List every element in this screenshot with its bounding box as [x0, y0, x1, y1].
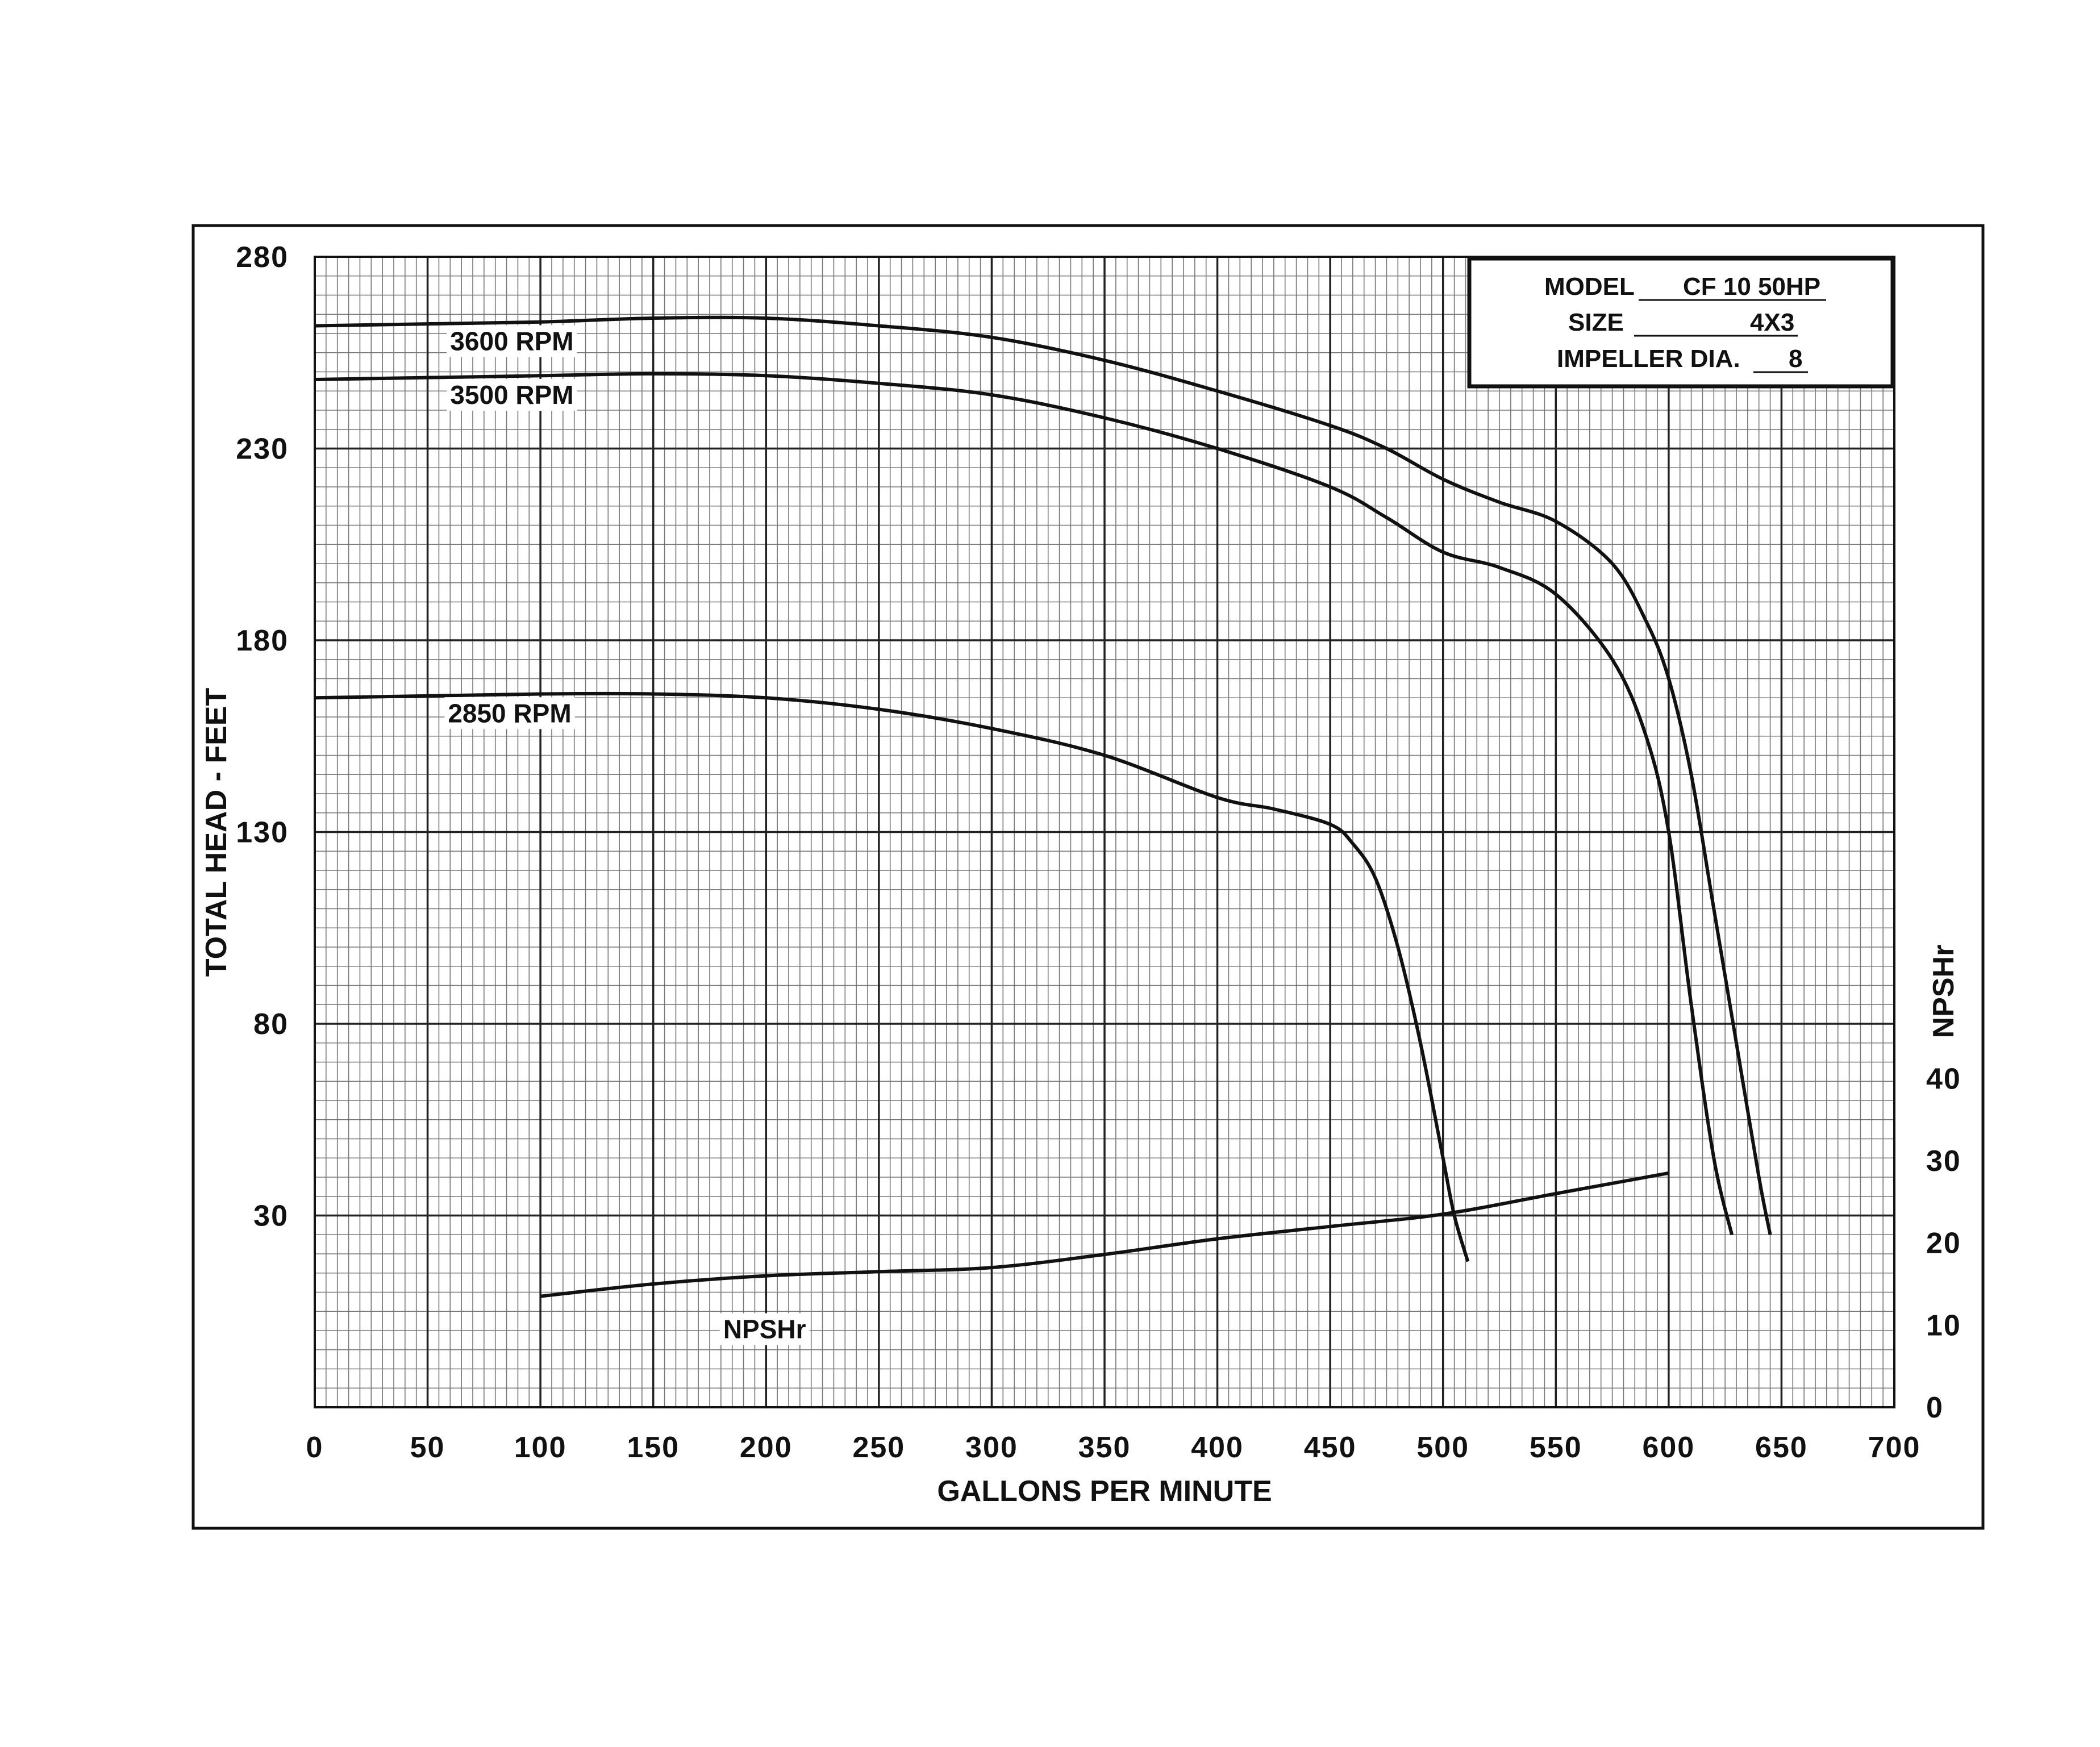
x-tick-label: 50	[410, 1431, 445, 1464]
x-tick-label: 300	[965, 1431, 1018, 1464]
y2-tick-label: 10	[1926, 1309, 1961, 1342]
y2-tick-label: 0	[1926, 1391, 1944, 1424]
y-axis-label: TOTAL HEAD - FEET	[200, 688, 233, 977]
y2-tick-label: 40	[1926, 1062, 1961, 1095]
series-label: 2850 RPM	[448, 698, 571, 728]
plot-border	[314, 256, 1895, 1408]
x-tick-label: 350	[1078, 1431, 1131, 1464]
x-tick-label: 650	[1755, 1431, 1808, 1464]
x-tick-label: 150	[627, 1431, 680, 1464]
series-label: 3500 RPM	[450, 380, 573, 410]
x-tick-label: 450	[1304, 1431, 1357, 1464]
x-tick-labels: 0 50 100 150 200 250 300 350 400 450 500 550 600 650 7…	[306, 1431, 1921, 1464]
y2-tick-label: 30	[1926, 1145, 1961, 1178]
y-tick-label: 130	[236, 816, 289, 849]
series-label: 3600 RPM	[450, 327, 573, 356]
outer-frame	[191, 224, 1985, 1530]
y-tick-label: 80	[253, 1008, 289, 1041]
x-tick-label: 100	[514, 1431, 567, 1464]
series-label-bg	[444, 697, 575, 729]
x-tick-label: 400	[1191, 1431, 1244, 1464]
x-tick-label: 250	[852, 1431, 905, 1464]
series-lines	[314, 315, 1772, 1298]
y2-tick-labels: 40 30 20 10 0	[1926, 1062, 1961, 1424]
x-tick-label: 600	[1642, 1431, 1695, 1464]
y-tick-label: 30	[253, 1200, 289, 1233]
series-line-3600-rpm	[314, 315, 1772, 1235]
series-label-bg	[447, 379, 577, 411]
x-tick-label: 500	[1416, 1431, 1469, 1464]
series-label-bg	[447, 325, 577, 357]
y-tick-label: 180	[236, 624, 289, 657]
series-label: NPSHr	[723, 1315, 806, 1344]
y2-axis-label: NPSHr	[1927, 945, 1960, 1039]
x-tick-label: 700	[1868, 1431, 1921, 1464]
model-label: MODEL	[1544, 273, 1635, 301]
info-box-frame	[1467, 256, 1895, 389]
x-tick-label: 550	[1530, 1431, 1582, 1464]
size-value: 4X3	[1750, 308, 1794, 336]
y-tick-label: 230	[236, 433, 289, 466]
y-tick-label: 280	[236, 241, 289, 274]
size-label: SIZE	[1568, 308, 1624, 336]
series-line-npshr	[540, 1171, 1669, 1298]
y-tick-labels: 280 230 180 130 80 30	[236, 241, 289, 1233]
x-axis-label: GALLONS PER MINUTE	[937, 1475, 1272, 1508]
series-labels: 3600 RPM 3500 RPM 2850 RPM NPSHr	[444, 325, 810, 1345]
impeller-value: 8	[1789, 345, 1802, 373]
series-label-bg	[719, 1313, 810, 1345]
model-value: CF 10 50HP	[1683, 273, 1820, 301]
x-tick-label: 0	[306, 1431, 324, 1464]
x-tick-label: 200	[740, 1431, 793, 1464]
series-line-3500-rpm	[314, 372, 1734, 1235]
impeller-label: IMPELLER DIA.	[1557, 345, 1740, 373]
y2-tick-label: 20	[1926, 1227, 1961, 1260]
info-box: MODEL CF 10 50HP SIZE 4X3 IMPELLER DIA. …	[1467, 256, 1895, 389]
series-line-2850-rpm	[314, 691, 1470, 1262]
